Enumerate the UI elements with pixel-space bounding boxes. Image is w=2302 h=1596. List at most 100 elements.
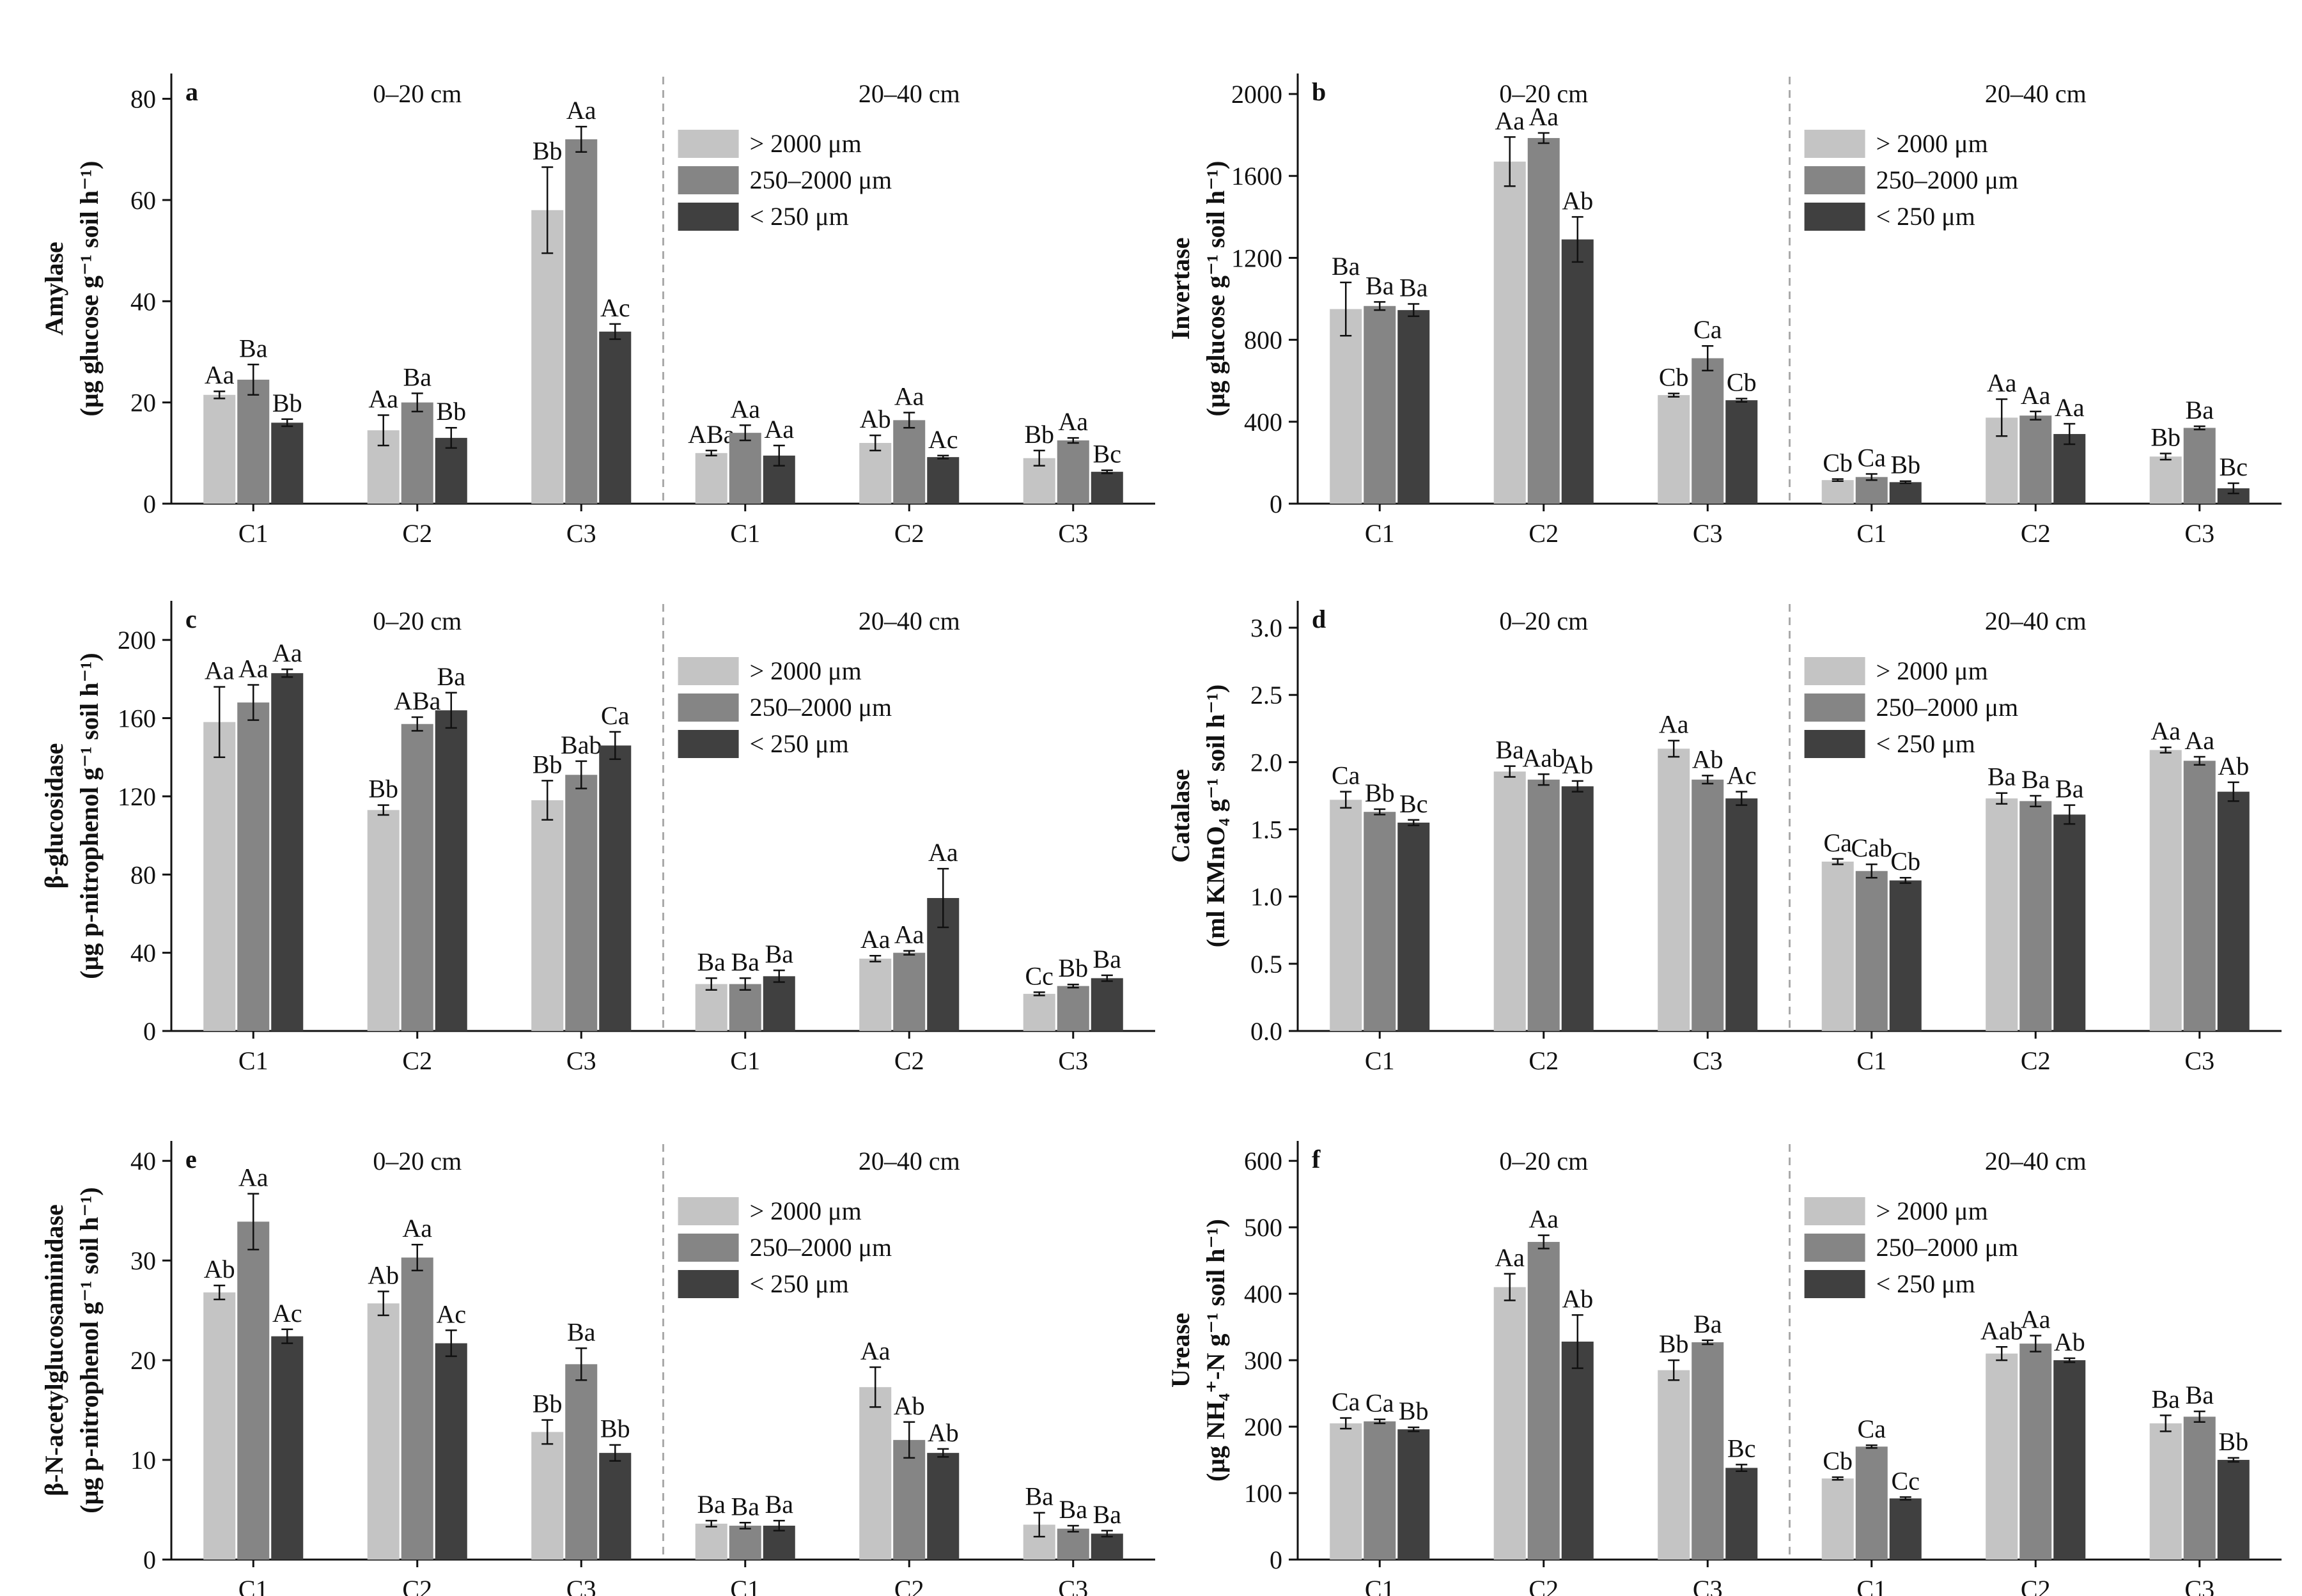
y-tick-label: 400 bbox=[1244, 1280, 1282, 1308]
bar bbox=[2149, 1423, 2182, 1560]
significance-label: Ca bbox=[1858, 1414, 1886, 1443]
bar bbox=[203, 722, 236, 1031]
y-axis-title: Invertase bbox=[1166, 238, 1195, 340]
y-tick-label: 3.0 bbox=[1250, 614, 1282, 642]
bar bbox=[1091, 978, 1123, 1031]
panel-letter: b bbox=[1312, 77, 1326, 106]
significance-label: Ca bbox=[1365, 1389, 1394, 1418]
y-tick-label: 300 bbox=[1244, 1346, 1282, 1375]
x-tick-label: C3 bbox=[1693, 519, 1723, 548]
bar bbox=[2183, 428, 2216, 504]
bar bbox=[565, 139, 598, 504]
x-tick-label: C2 bbox=[894, 519, 924, 548]
x-tick-label: C1 bbox=[1856, 519, 1886, 548]
significance-label: Ba bbox=[403, 362, 432, 391]
significance-label: Aa bbox=[2184, 726, 2214, 755]
bar bbox=[1658, 395, 1690, 504]
significance-label: Ab bbox=[1562, 750, 1593, 779]
significance-label: Ab bbox=[368, 1260, 399, 1289]
legend-label: > 2000 μm bbox=[750, 129, 862, 158]
significance-label: Ca bbox=[601, 701, 630, 730]
significance-label: Cb bbox=[1890, 847, 1920, 876]
bar bbox=[859, 442, 892, 504]
significance-label: Ab bbox=[928, 1418, 959, 1447]
bar bbox=[927, 1453, 960, 1560]
significance-label: Aa bbox=[238, 655, 268, 683]
x-tick-label: C1 bbox=[238, 1046, 268, 1075]
x-tick-label: C1 bbox=[1365, 1575, 1395, 1596]
significance-label: Cb bbox=[1727, 368, 1757, 397]
legend-label: 250–2000 μm bbox=[750, 166, 892, 194]
significance-label: Ba bbox=[1399, 274, 1428, 302]
significance-label: Ba bbox=[2186, 1381, 2214, 1409]
x-tick-label: C2 bbox=[2021, 1575, 2051, 1596]
y-tick-label: 0 bbox=[143, 490, 156, 518]
y-tick-label: 2.0 bbox=[1250, 748, 1282, 777]
legend-label: < 250 μm bbox=[750, 729, 849, 758]
y-tick-label: 80 bbox=[130, 860, 156, 889]
bar bbox=[435, 438, 467, 504]
legend-swatch bbox=[1804, 1197, 1865, 1225]
y-tick-label: 1.5 bbox=[1250, 816, 1282, 844]
y-tick-label: 0.5 bbox=[1250, 950, 1282, 979]
significance-label: Ba bbox=[765, 940, 794, 968]
x-tick-label: C3 bbox=[2184, 1575, 2214, 1596]
bar bbox=[1889, 482, 1922, 504]
significance-label: Aa bbox=[566, 96, 596, 125]
significance-label: Bb bbox=[2150, 422, 2181, 451]
legend-label: < 250 μm bbox=[750, 202, 849, 231]
significance-label: Aa bbox=[205, 360, 235, 389]
significance-label: Ab bbox=[2054, 1328, 2085, 1356]
y-axis-title: β-glucosidase bbox=[40, 743, 68, 889]
legend-swatch bbox=[1804, 693, 1865, 722]
legend-swatch bbox=[1804, 1234, 1865, 1262]
x-tick-label: C3 bbox=[2184, 519, 2214, 548]
significance-label: Ab bbox=[1562, 1284, 1593, 1313]
legend-swatch bbox=[1804, 1270, 1865, 1298]
y-tick-label: 40 bbox=[130, 1147, 156, 1175]
panel-e: 0 10 20 30 40 β-N-acetylglucosaminidase (μg p-… bbox=[40, 1141, 1155, 1596]
bar bbox=[1330, 1423, 1362, 1560]
significance-label: Ab bbox=[1562, 186, 1593, 215]
significance-label: Bb bbox=[368, 775, 398, 803]
significance-label: Aa bbox=[2055, 393, 2085, 422]
x-tick-label: C3 bbox=[1058, 1046, 1088, 1075]
panel-letter: f bbox=[1312, 1145, 1321, 1174]
x-tick-label: C2 bbox=[894, 1575, 924, 1596]
bar bbox=[1725, 400, 1758, 504]
bar bbox=[1821, 480, 1854, 504]
y-axis-unit: (μg glucose g⁻¹ soil h⁻¹) bbox=[1201, 161, 1230, 417]
x-tick-label: C3 bbox=[566, 519, 596, 548]
significance-label: Ab bbox=[2218, 752, 2249, 780]
significance-label: Ba bbox=[437, 662, 466, 691]
bar bbox=[1561, 1341, 1594, 1560]
y-tick-label: 1.0 bbox=[1250, 883, 1282, 911]
significance-label: Aa bbox=[368, 384, 398, 413]
depth-label-topsoil: 0–20 cm bbox=[373, 79, 462, 108]
legend-label: > 2000 μm bbox=[1876, 1197, 1988, 1225]
significance-label: Ba bbox=[697, 1490, 726, 1519]
bar bbox=[1889, 880, 1922, 1031]
significance-label: Ba bbox=[2152, 1384, 2181, 1413]
bar bbox=[1855, 871, 1888, 1031]
significance-label: Aa bbox=[1659, 710, 1689, 739]
significance-label: Bb bbox=[533, 136, 563, 165]
bar bbox=[1091, 472, 1123, 504]
x-tick-label: C1 bbox=[238, 519, 268, 548]
significance-label: Ca bbox=[1693, 315, 1722, 344]
legend-swatch bbox=[1804, 130, 1865, 158]
panel-letter: e bbox=[185, 1145, 197, 1174]
y-tick-label: 100 bbox=[1244, 1479, 1282, 1508]
significance-label: Aa bbox=[1495, 106, 1525, 135]
significance-label: Ac bbox=[272, 1299, 302, 1328]
bar bbox=[1889, 1498, 1922, 1560]
significance-label: Ba bbox=[1093, 945, 1122, 973]
legend-label: 250–2000 μm bbox=[1876, 166, 2019, 194]
bar bbox=[237, 1221, 270, 1560]
significance-label: ABa bbox=[688, 420, 735, 449]
significance-label: Ab bbox=[894, 1391, 925, 1420]
x-tick-label: C1 bbox=[730, 1575, 760, 1596]
significance-label: Ba bbox=[1693, 1310, 1722, 1338]
x-tick-label: C2 bbox=[2021, 1046, 2051, 1075]
